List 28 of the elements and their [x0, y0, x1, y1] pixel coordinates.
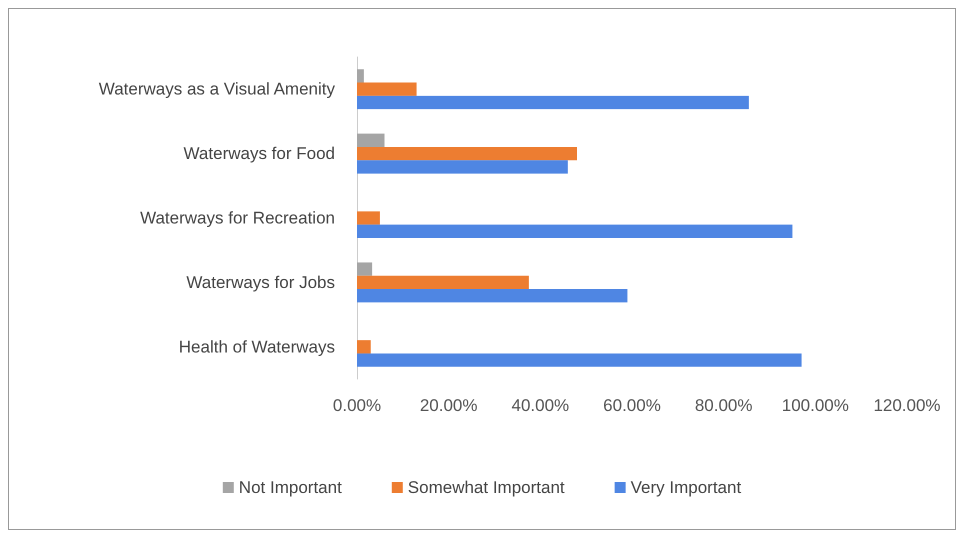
bar — [357, 276, 529, 290]
bar — [357, 96, 749, 110]
bar — [357, 353, 802, 367]
bar — [357, 134, 384, 147]
x-tick-label: 0.00% — [332, 396, 382, 415]
x-tick-label: 20.00% — [420, 396, 478, 415]
bar — [357, 340, 371, 354]
y-tick-label: Health of Waterways — [178, 337, 335, 356]
bar — [357, 224, 792, 238]
bar — [357, 69, 364, 83]
x-tick-label: 100.00% — [782, 396, 849, 415]
x-tick-label: 40.00% — [511, 396, 570, 415]
bar — [357, 82, 417, 96]
bar — [357, 211, 380, 225]
y-tick-label: Waterways for Recreation — [140, 208, 335, 228]
bar — [357, 262, 372, 276]
x-tick-label: 80.00% — [694, 396, 753, 415]
legend-label: Very Important — [630, 478, 742, 497]
y-tick-label: Waterways as a Visual Amenity — [98, 80, 336, 99]
legend-label: Not Important — [238, 478, 342, 497]
y-tick-label: Waterways for Jobs — [186, 272, 335, 292]
x-tick-label: 60.00% — [603, 396, 661, 415]
y-tick-label: Waterways for Food — [184, 144, 335, 164]
bar — [357, 289, 628, 302]
bar — [357, 160, 568, 174]
x-tick-label: 120.00% — [873, 396, 941, 415]
legend-label: Somewhat Important — [408, 478, 565, 497]
bar — [357, 146, 577, 160]
